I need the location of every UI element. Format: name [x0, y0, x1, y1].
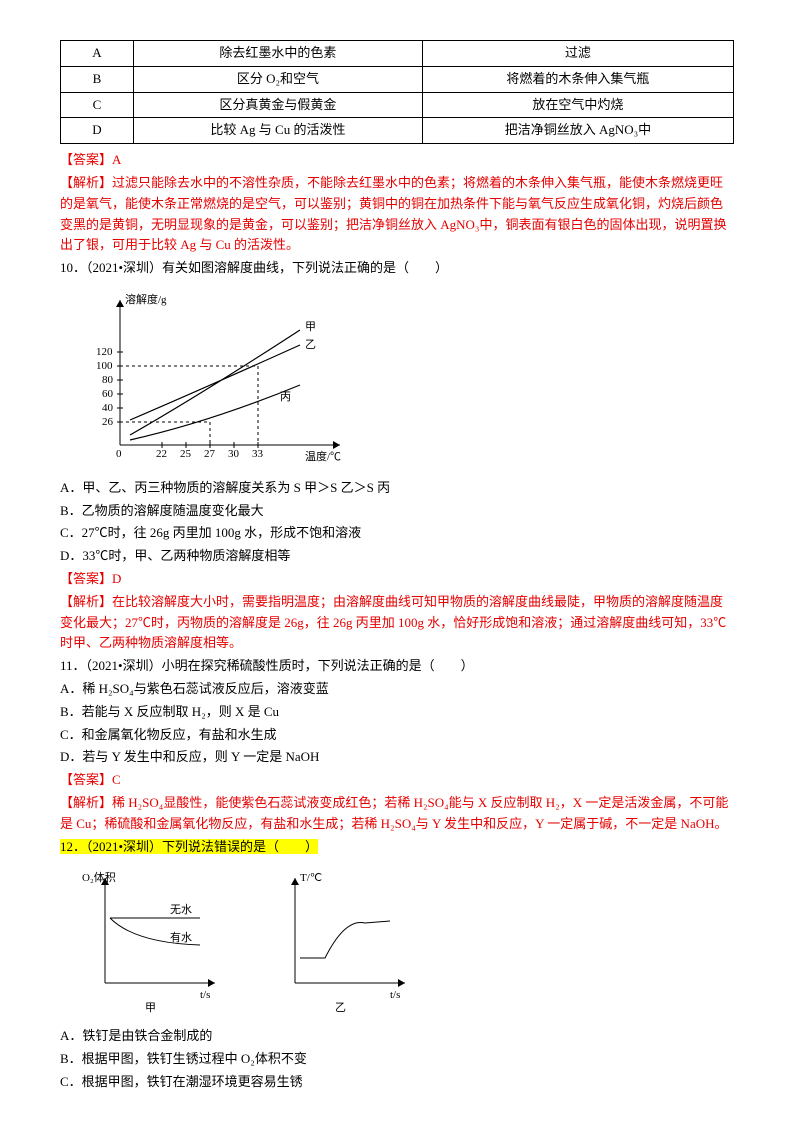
cell: 过滤: [422, 41, 733, 67]
svg-text:80: 80: [102, 374, 114, 386]
answer-label: 【答案】D: [60, 569, 734, 590]
svg-text:乙: 乙: [305, 338, 316, 351]
chart-yi: T/℃ t/s 乙: [270, 863, 420, 1020]
svg-text:O₂体积: O₂体积: [82, 870, 116, 884]
solubility-chart: 溶解度/g 温度/℃ 26 40 60 80 100 120 0 22 25 2…: [80, 285, 734, 472]
analysis-body: 过滤只能除去水中的不溶性杂质，不能除去红墨水中的色素；将燃着的木条伸入集气瓶，能…: [60, 175, 726, 252]
answer-label: 【答案】A: [60, 150, 734, 171]
option-a: A．稀 H₂SO₄与紫色石蕊试液反应后，溶液变蓝: [60, 679, 734, 700]
svg-text:33: 33: [252, 448, 264, 460]
svg-text:100: 100: [96, 360, 113, 372]
svg-text:40: 40: [102, 402, 114, 414]
svg-text:26: 26: [102, 416, 114, 428]
option-d: D．33℃时，甲、乙两种物质溶解度相等: [60, 546, 734, 567]
svg-text:甲: 甲: [145, 1002, 156, 1013]
cell: 比较 Ag 与 Cu 的活泼性: [134, 118, 423, 144]
svg-text:丙: 丙: [280, 391, 291, 403]
option-b: B．乙物质的溶解度随温度变化最大: [60, 501, 734, 522]
answer-label: 【答案】C: [60, 770, 734, 791]
option-c: C．27℃时，往 26g 丙里加 100g 水，形成不饱和溶液: [60, 523, 734, 544]
svg-text:T/℃: T/℃: [300, 872, 322, 884]
svg-text:27: 27: [204, 448, 216, 460]
option-b: B．根据甲图，铁钉生锈过程中 O₂体积不变: [60, 1049, 734, 1070]
svg-text:22: 22: [156, 448, 167, 460]
cell: 区分真黄金与假黄金: [134, 92, 423, 118]
analysis-label: 【解析】: [60, 795, 112, 810]
table-row: D 比较 Ag 与 Cu 的活泼性 把洁净铜丝放入 AgNO₃中: [61, 118, 734, 144]
table-row: A 除去红墨水中的色素 过滤: [61, 41, 734, 67]
analysis-body: 在比较溶解度大小时，需要指明温度；由溶解度曲线可知甲物质的溶解度曲线最陡，甲物质…: [60, 594, 726, 651]
highlighted-text: 12．（2021•深圳）下列说法错误的是（ ）: [60, 839, 318, 854]
analysis-text: 【解析】稀 H₂SO₄显酸性，能使紫色石蕊试液变成红色；若稀 H₂SO₄能与 X…: [60, 793, 734, 835]
question-title: 10．（2021•深圳）有关如图溶解度曲线，下列说法正确的是（ ）: [60, 258, 734, 279]
analysis-label: 【解析】: [60, 594, 112, 609]
analysis-text: 【解析】在比较溶解度大小时，需要指明温度；由溶解度曲线可知甲物质的溶解度曲线最陡…: [60, 592, 734, 654]
svg-text:120: 120: [96, 346, 113, 358]
chart-jia: O₂体积 t/s 无水 有水 甲: [80, 863, 230, 1020]
svg-text:有水: 有水: [170, 930, 192, 944]
svg-text:t/s: t/s: [390, 989, 400, 1001]
options-table: A 除去红墨水中的色素 过滤 B 区分 O₂和空气 将燃着的木条伸入集气瓶 C …: [60, 40, 734, 144]
question-title: 11．（2021•深圳）小明在探究稀硫酸性质时，下列说法正确的是（ ）: [60, 656, 734, 677]
svg-text:0: 0: [116, 448, 122, 460]
table-row: C 区分真黄金与假黄金 放在空气中灼烧: [61, 92, 734, 118]
svg-text:甲: 甲: [305, 321, 316, 333]
analysis-label: 【解析】: [60, 175, 112, 190]
svg-text:t/s: t/s: [200, 989, 210, 1001]
svg-text:25: 25: [180, 448, 192, 460]
option-d: D．若与 Y 发生中和反应，则 Y 一定是 NaOH: [60, 747, 734, 768]
cell: 区分 O₂和空气: [134, 66, 423, 92]
cell: 把洁净铜丝放入 AgNO₃中: [422, 118, 733, 144]
cell: A: [61, 41, 134, 67]
option-a: A．铁钉是由铁合金制成的: [60, 1026, 734, 1047]
y-axis-label: 溶解度/g: [125, 292, 167, 306]
cell: B: [61, 66, 134, 92]
table-row: B 区分 O₂和空气 将燃着的木条伸入集气瓶: [61, 66, 734, 92]
cell: 放在空气中灼烧: [422, 92, 733, 118]
cell: 将燃着的木条伸入集气瓶: [422, 66, 733, 92]
analysis-text: 【解析】过滤只能除去水中的不溶性杂质，不能除去红墨水中的色素；将燃着的木条伸入集…: [60, 173, 734, 256]
cell: D: [61, 118, 134, 144]
svg-text:乙: 乙: [335, 1001, 346, 1013]
option-b: B．若能与 X 反应制取 H₂，则 X 是 Cu: [60, 702, 734, 723]
cell: C: [61, 92, 134, 118]
svg-text:60: 60: [102, 388, 114, 400]
question-title: 12．（2021•深圳）下列说法错误的是（ ）: [60, 837, 734, 858]
option-c: C．根据甲图，铁钉在潮湿环境更容易生锈: [60, 1072, 734, 1093]
option-c: C．和金属氧化物反应，有盐和水生成: [60, 725, 734, 746]
cell: 除去红墨水中的色素: [134, 41, 423, 67]
svg-text:无水: 无水: [170, 903, 192, 916]
svg-text:30: 30: [228, 448, 240, 460]
option-a: A．甲、乙、丙三种物质的溶解度关系为 S 甲＞S 乙＞S 丙: [60, 478, 734, 499]
analysis-body: 稀 H₂SO₄显酸性，能使紫色石蕊试液变成红色；若稀 H₂SO₄能与 X 反应制…: [60, 795, 728, 831]
x-axis-label: 温度/℃: [305, 449, 341, 463]
